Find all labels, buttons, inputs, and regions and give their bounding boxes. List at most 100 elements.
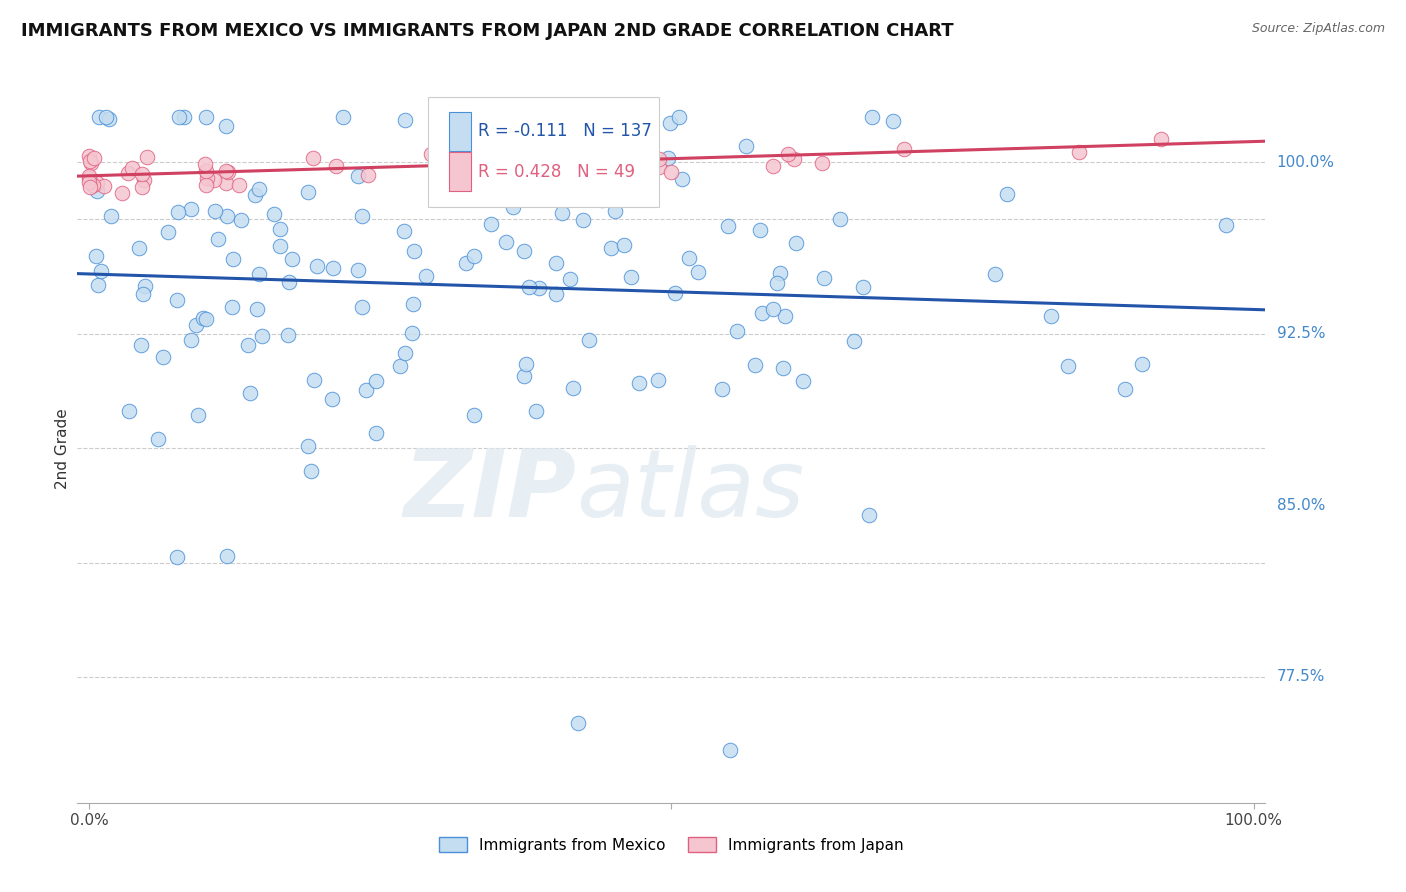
Point xyxy=(551,206,574,220)
Point xyxy=(744,358,766,372)
Point xyxy=(893,142,915,156)
Point xyxy=(762,160,785,174)
Text: 77.5%: 77.5% xyxy=(1277,670,1324,684)
Point xyxy=(710,383,733,397)
Point xyxy=(718,743,741,757)
Point xyxy=(564,153,586,167)
Point xyxy=(236,337,259,351)
Point xyxy=(86,184,108,198)
Point xyxy=(247,182,270,196)
Point xyxy=(648,153,671,167)
Point xyxy=(302,374,325,388)
Point xyxy=(517,280,540,294)
Point xyxy=(463,249,485,263)
Point xyxy=(882,113,904,128)
Point xyxy=(776,147,799,161)
Point xyxy=(813,271,835,285)
Point xyxy=(166,550,188,565)
Point xyxy=(792,374,814,388)
Point xyxy=(775,310,797,324)
Point xyxy=(852,280,875,294)
Point xyxy=(479,217,502,231)
Point xyxy=(402,244,425,259)
Point xyxy=(247,267,270,281)
Point xyxy=(79,154,101,169)
Point xyxy=(269,222,291,236)
Point xyxy=(671,172,693,186)
Point xyxy=(766,277,789,291)
Point xyxy=(810,155,832,169)
Point xyxy=(87,110,110,124)
Point xyxy=(512,369,534,384)
Point xyxy=(79,179,101,194)
Point xyxy=(495,235,517,249)
Point xyxy=(243,188,266,202)
Point xyxy=(79,174,101,188)
Point xyxy=(463,408,485,422)
Point xyxy=(489,147,512,161)
Point xyxy=(307,259,329,273)
Point xyxy=(100,210,122,224)
Point xyxy=(195,178,218,192)
Point xyxy=(186,318,208,333)
Point xyxy=(129,338,152,352)
Point xyxy=(842,334,865,349)
Point xyxy=(366,374,388,388)
Point xyxy=(783,153,806,167)
Point xyxy=(111,186,134,201)
Point xyxy=(456,256,478,270)
Point xyxy=(321,392,343,407)
Point xyxy=(195,171,218,186)
Point xyxy=(523,156,546,170)
Point xyxy=(194,110,217,124)
Text: atlas: atlas xyxy=(576,445,804,536)
Point xyxy=(204,204,226,219)
Point xyxy=(90,264,112,278)
Point xyxy=(131,167,153,181)
Point xyxy=(152,350,174,364)
Point xyxy=(546,286,568,301)
Point xyxy=(527,281,550,295)
Point xyxy=(215,119,238,133)
Point xyxy=(187,408,209,422)
Point xyxy=(84,249,107,263)
Point xyxy=(501,153,523,167)
Point xyxy=(347,263,370,277)
Point xyxy=(128,241,150,255)
Point xyxy=(1149,132,1171,146)
Point xyxy=(1067,145,1090,160)
Point xyxy=(659,116,682,130)
Point xyxy=(77,170,100,185)
Point xyxy=(229,212,252,227)
Point xyxy=(132,287,155,301)
Point xyxy=(605,138,627,153)
Text: 100.0%: 100.0% xyxy=(1277,155,1334,169)
Point xyxy=(628,376,651,391)
Point xyxy=(194,312,217,326)
Point xyxy=(80,156,103,170)
Point xyxy=(592,144,614,158)
Point xyxy=(167,204,190,219)
Point xyxy=(215,177,238,191)
Point xyxy=(83,152,105,166)
Point xyxy=(668,110,690,124)
Point xyxy=(557,134,579,148)
Point xyxy=(772,360,794,375)
Point xyxy=(350,300,373,314)
Point xyxy=(567,715,589,730)
Point xyxy=(657,151,679,165)
Point xyxy=(134,172,156,186)
Point xyxy=(156,225,179,239)
Point xyxy=(214,164,236,178)
Point xyxy=(572,212,595,227)
Point xyxy=(1057,359,1080,374)
Point xyxy=(858,508,880,522)
Point xyxy=(647,373,669,387)
Point xyxy=(332,110,354,124)
Point xyxy=(239,385,262,400)
Bar xyxy=(449,112,471,151)
Y-axis label: 2nd Grade: 2nd Grade xyxy=(55,408,70,489)
Point xyxy=(207,232,229,246)
Point xyxy=(762,301,785,316)
Point xyxy=(354,383,377,397)
